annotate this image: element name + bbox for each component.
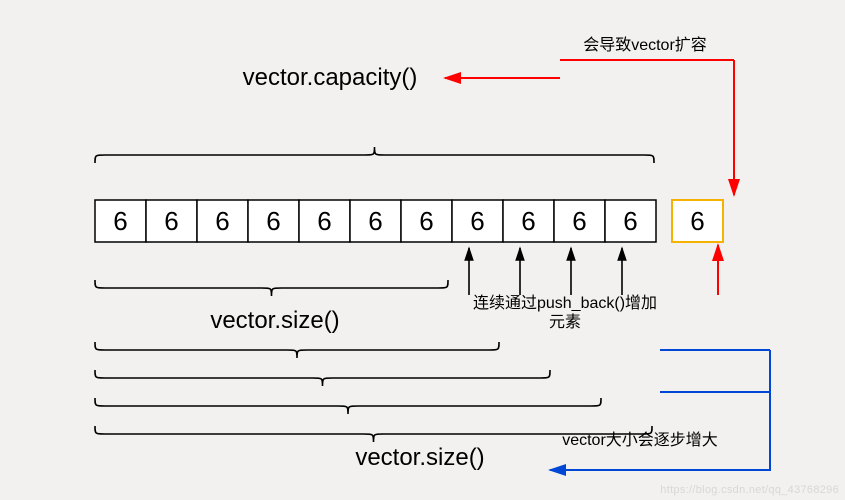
cell-value: 6: [623, 206, 637, 236]
blue-note: vector大小会逐步增大: [562, 431, 718, 449]
vector-diagram: 6 6 6 6 6 6 6 6 6 6 6 6 vector.capacity() vector.size…: [0, 0, 845, 500]
pushback-text-2: 元素: [549, 313, 581, 331]
cell-value: 6: [419, 206, 433, 236]
size2-label: vector.size(): [355, 444, 484, 471]
cell-value: 6: [266, 206, 280, 236]
cell-value: 6: [113, 206, 127, 236]
cell-value: 6: [317, 206, 331, 236]
cell-value: 6: [470, 206, 484, 236]
watermark-text: https://blog.csdn.net/qq_43768296: [660, 484, 839, 496]
overflow-cell-value: 6: [690, 206, 704, 236]
cell-value: 6: [572, 206, 586, 236]
size-label: vector.size(): [210, 307, 339, 334]
cell-value: 6: [521, 206, 535, 236]
capacity-label: vector.capacity(): [243, 64, 418, 91]
pushback-text-1: 连续通过push_back()增加: [473, 294, 657, 312]
red-note: 会导致vector扩容: [583, 36, 707, 54]
cell-value: 6: [164, 206, 178, 236]
cell-value: 6: [215, 206, 229, 236]
cell-value: 6: [368, 206, 382, 236]
